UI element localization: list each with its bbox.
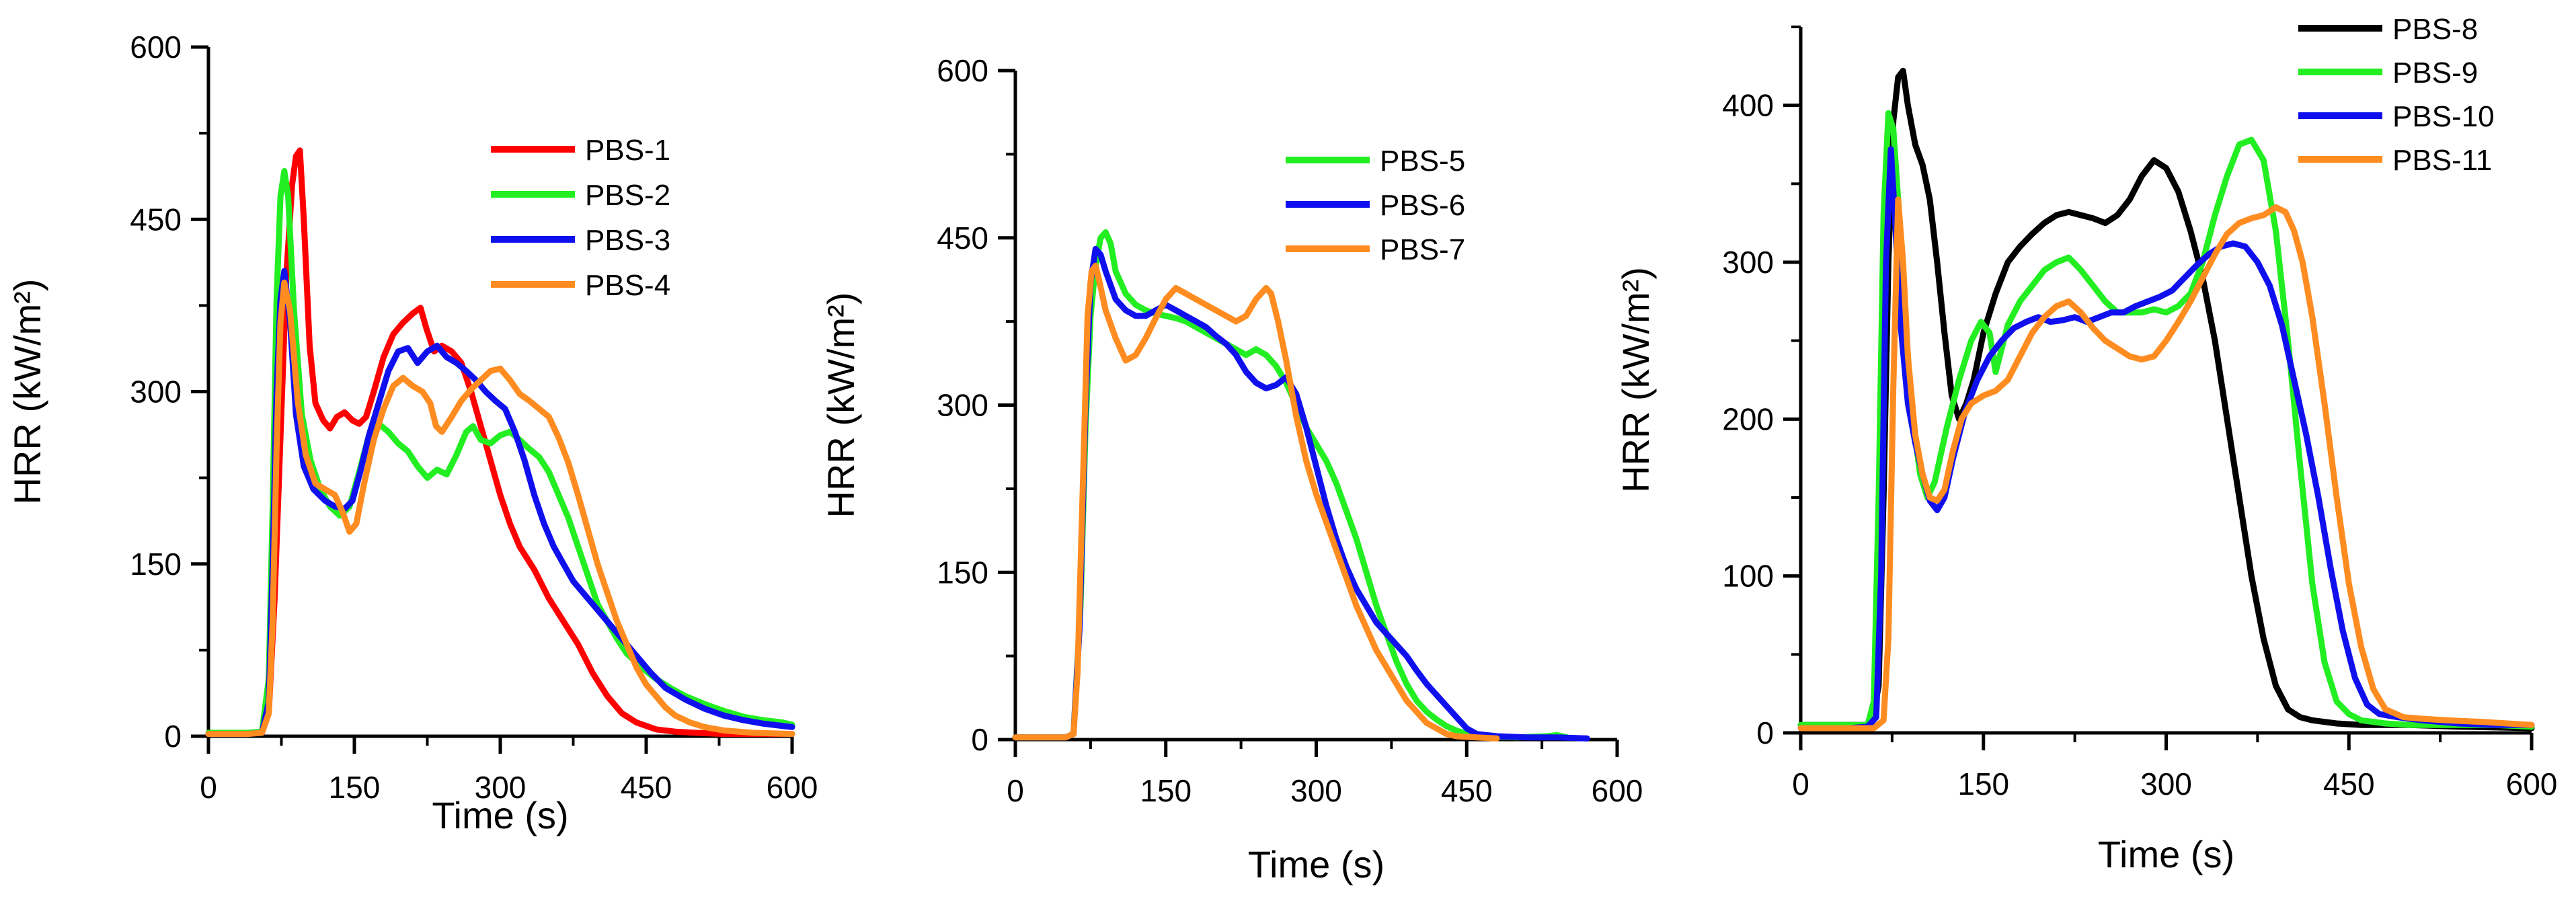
series-line-pbs-11 (1797, 196, 2535, 732)
x-tick-label-2-3: 450 (1441, 773, 1493, 808)
y-tick-label-2-3: 450 (937, 221, 988, 255)
x-tick-label-1-3: 450 (621, 770, 672, 805)
legend-label-pbs-11: PBS-11 (2392, 144, 2492, 177)
chart-panel-2: 0 150 300 450 600 0 150 300 450 600 Time (s) HRR (k… (820, 53, 1643, 886)
series-line-pbs-8 (1797, 67, 2535, 732)
y-tick-label-3-4: 400 (1722, 88, 1774, 123)
series-line-pbs-4 (205, 279, 795, 738)
y-tick-label-2-1: 150 (937, 555, 988, 590)
legend-label-pbs-4: PBS-4 (585, 269, 670, 302)
x-axis-title-3: Time (s) (2098, 833, 2234, 875)
series-line-pbs-7 (1012, 262, 1500, 742)
y-axis-title-2: HRR (kW/m²) (820, 292, 862, 518)
legend-label-pbs-8: PBS-8 (2392, 13, 2478, 46)
legend-label-pbs-9: PBS-9 (2392, 56, 2478, 89)
legend-label-pbs-2: PBS-2 (585, 179, 670, 212)
series-line-pbs-5 (1012, 229, 1570, 741)
y-axis-title-1: HRR (kW/m²) (6, 279, 48, 505)
x-tick-label-1-1: 150 (329, 770, 381, 805)
x-tick-label-2-1: 150 (1140, 773, 1192, 808)
y-tick-label-2-0: 0 (971, 722, 988, 757)
x-tick-label-1-2: 300 (475, 770, 526, 805)
x-tick-label-2-0: 0 (1007, 773, 1024, 808)
y-tick-label-2-2: 300 (937, 388, 988, 423)
y-tick-label-1-4: 600 (130, 30, 182, 65)
y-tick-label-3-3: 300 (1722, 245, 1774, 280)
y-tick-label-1-3: 450 (130, 202, 182, 237)
legend-label-pbs-1: PBS-1 (585, 134, 670, 167)
series-line-pbs-6 (1012, 245, 1590, 742)
y-tick-label-3-0: 0 (1756, 715, 1774, 750)
legend-label-pbs-7: PBS-7 (1380, 233, 1465, 266)
x-tick-label-3-1: 150 (1957, 766, 2009, 801)
y-tick-label-2-4: 600 (937, 53, 988, 88)
y-tick-label-3-1: 100 (1722, 559, 1774, 594)
y-axis-title-3: HRR (kW/m²) (1614, 267, 1657, 493)
y-tick-label-1-0: 0 (164, 719, 182, 754)
x-tick-label-2-2: 300 (1290, 773, 1342, 808)
x-tick-label-3-3: 450 (2323, 766, 2375, 801)
y-tick-label-1-2: 300 (130, 375, 182, 409)
x-tick-label-1-4: 600 (767, 770, 818, 805)
legend-label-pbs-5: PBS-5 (1380, 145, 1465, 178)
x-tick-label-3-4: 600 (2506, 766, 2558, 801)
series-line-pbs-1 (205, 147, 795, 738)
chart-panel-1: 0 150 300 450 600 0 150 300 450 600 Time (s) HRR (k… (6, 30, 818, 836)
x-axis-title-2: Time (s) (1248, 843, 1384, 886)
series-line-pbs-2 (205, 168, 795, 736)
legend-label-pbs-6: PBS-6 (1380, 189, 1465, 222)
x-tick-label-1-0: 0 (200, 770, 217, 805)
x-axis-title-1: Time (s) (432, 794, 568, 836)
y-tick-label-3-2: 200 (1722, 401, 1774, 436)
x-tick-label-3-0: 0 (1792, 766, 1809, 801)
y-tick-label-1-1: 150 (130, 547, 182, 582)
legend-label-pbs-3: PBS-3 (585, 224, 670, 257)
x-tick-label-2-4: 600 (1592, 773, 1643, 808)
x-tick-label-3-2: 300 (2140, 766, 2192, 801)
chart-panel-3: 0 150 300 450 600 0 100 200 300 400 Time (s) HRR (k… (1614, 13, 2557, 875)
legend-label-pbs-10: PBS-10 (2392, 100, 2495, 133)
series-line-pbs-10 (1797, 146, 2535, 732)
